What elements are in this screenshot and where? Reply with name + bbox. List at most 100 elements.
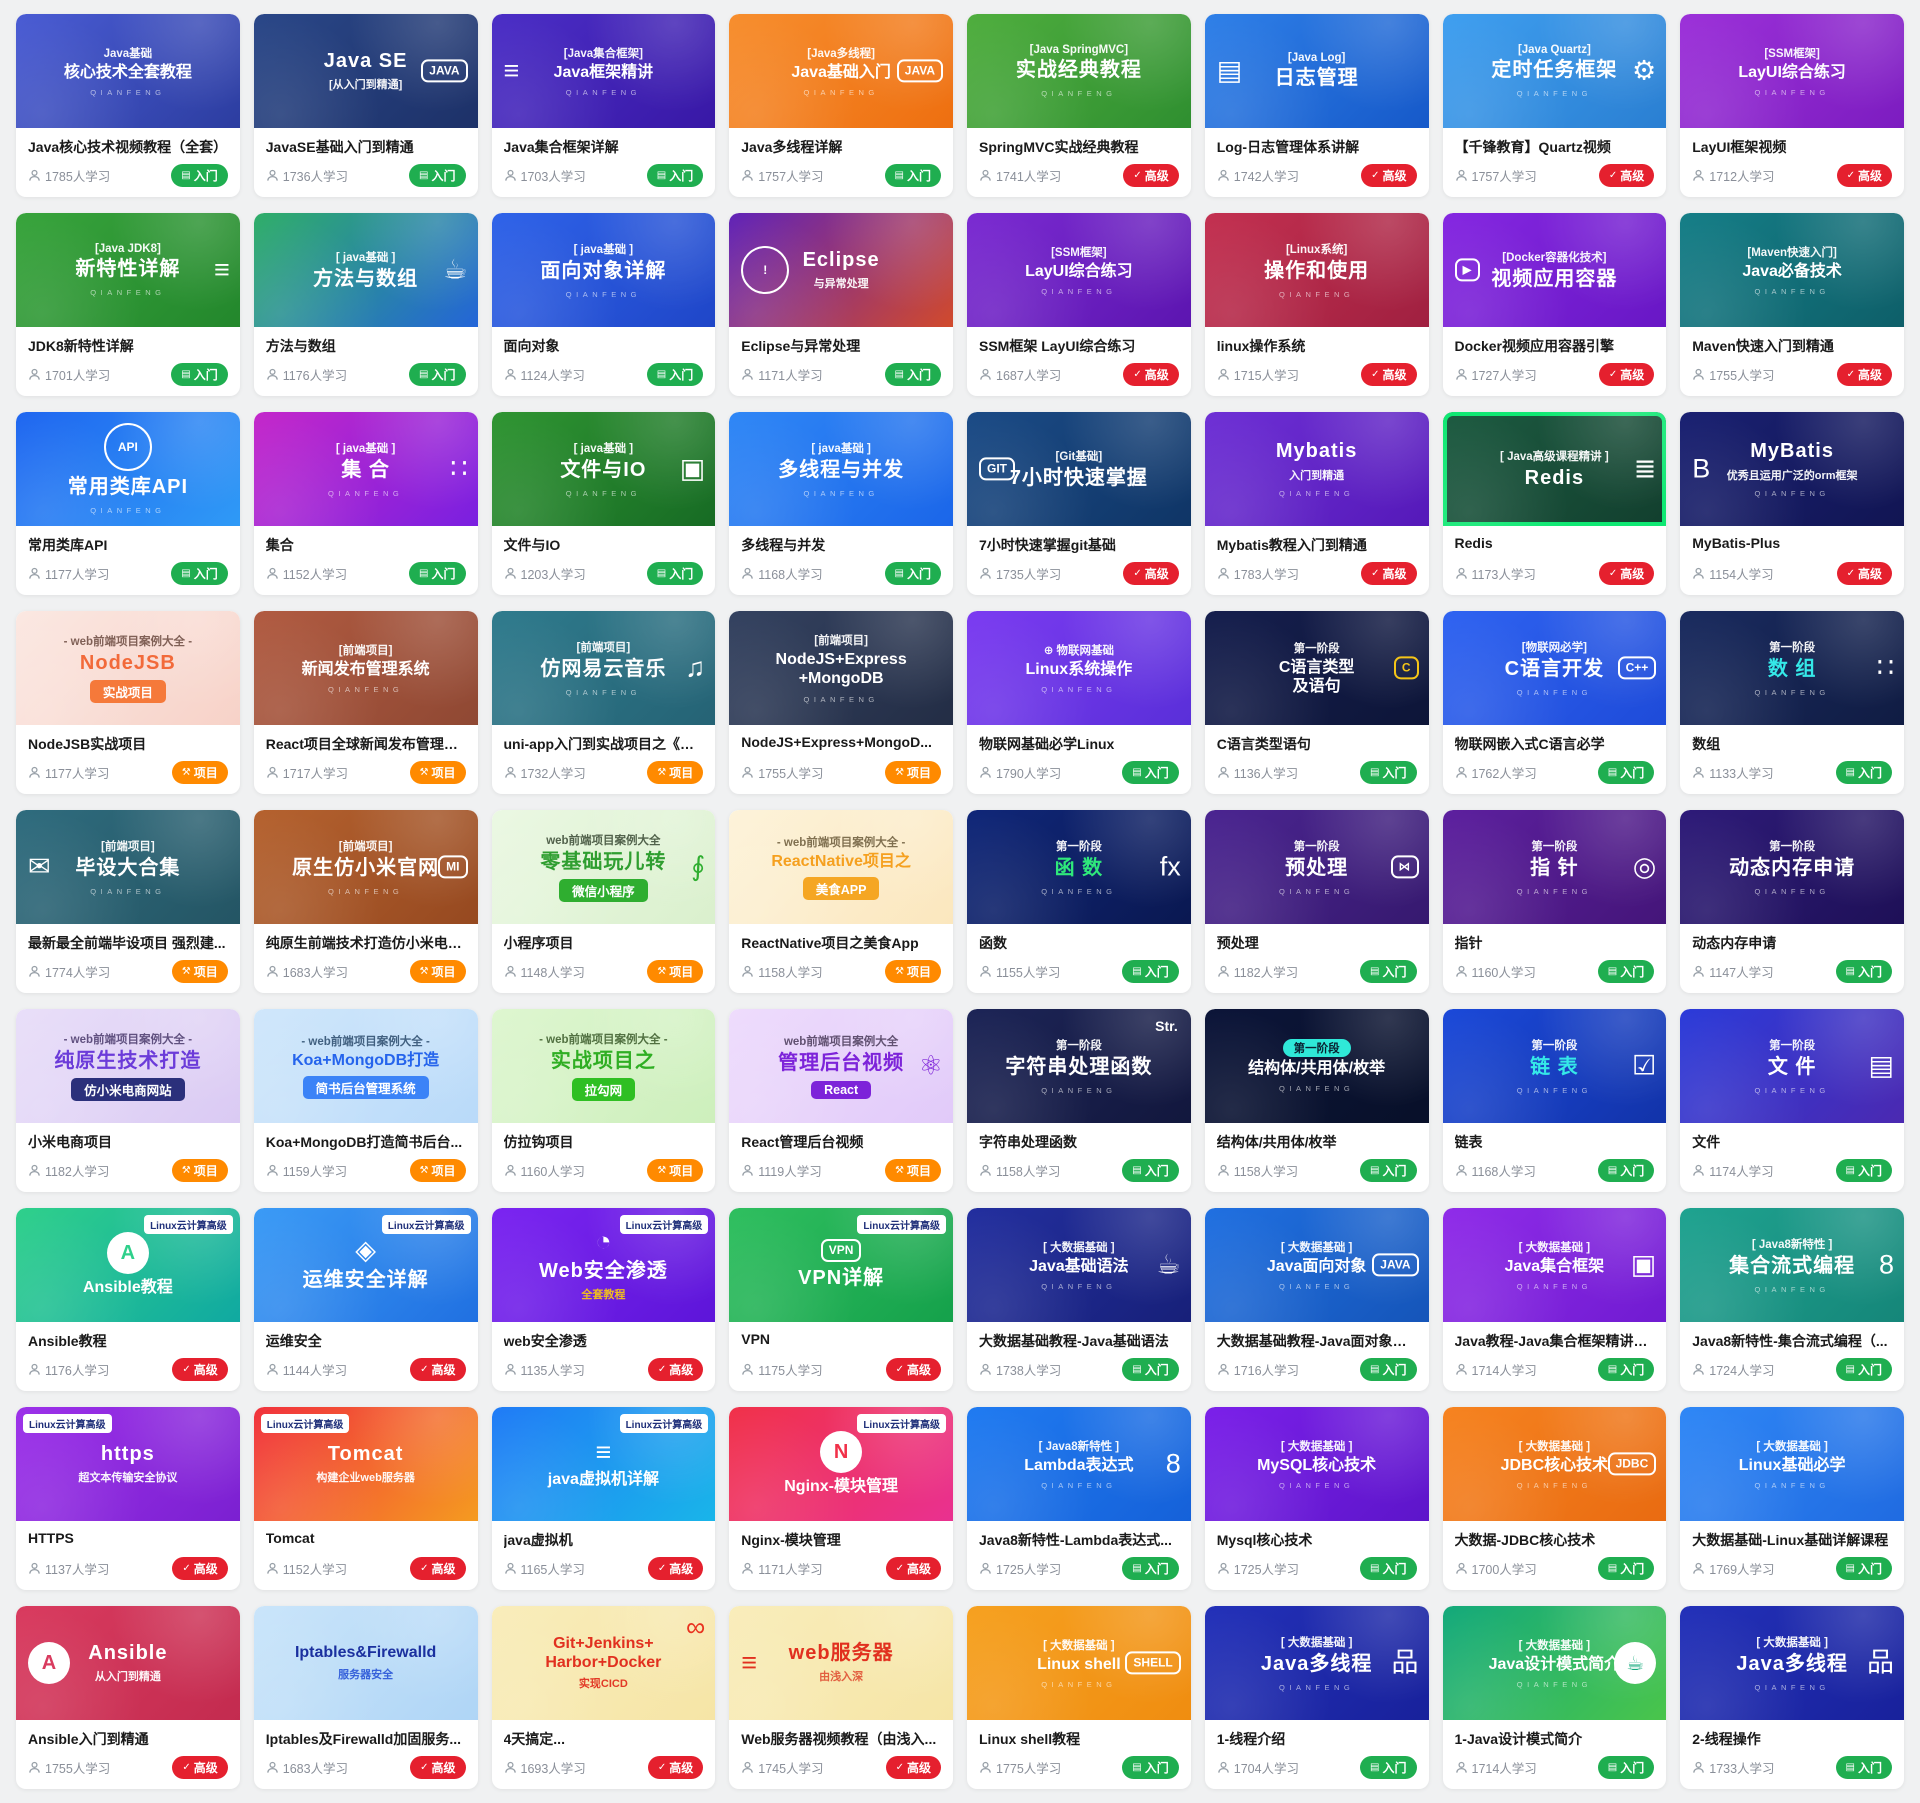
level-badge-text: 入门 bbox=[1857, 1363, 1882, 1377]
course-card[interactable]: - web前端项目案例大全 - Koa+MongoDB打造 简书后台管理系统 K… bbox=[253, 1009, 478, 1192]
course-card[interactable]: [ java基础 ] 面向对象详解 QIANFENG 面向对象 1124人学习 … bbox=[491, 213, 716, 396]
course-card[interactable]: [ 大数据基础 ] MySQL核心技术 QIANFENG Mysql核心技术 1… bbox=[1204, 1407, 1429, 1590]
level-badge: ▤ 入门 bbox=[1360, 1756, 1417, 1779]
level-badge-text: 高级 bbox=[669, 1562, 694, 1576]
course-thumbnail: [ 大数据基础 ] Linux基础必学 QIANFENG bbox=[1680, 1407, 1904, 1521]
course-card[interactable]: fx 第一阶段 函 数 QIANFENG 函数 1155人学习 bbox=[967, 810, 1191, 993]
level-badge-text: 项目 bbox=[906, 965, 931, 979]
course-card[interactable]: ◎ 第一阶段 指 针 QIANFENG 指针 1160人学习 bbox=[1442, 810, 1667, 993]
course-card[interactable]: ▶ [Docker容器化技术] 视频应用容器 Docker视频应用容器引擎 17… bbox=[1442, 213, 1667, 396]
student-count-text: 1175人学习 bbox=[758, 1364, 823, 1378]
person-icon bbox=[504, 368, 516, 380]
course-card[interactable]: Str. 第一阶段 字符串处理函数 QIANFENG 字符串处理函数 1158人… bbox=[967, 1009, 1191, 1192]
course-card[interactable]: 品 [ 大数据基础 ] Java多线程 QIANFENG 2-线程操作 1733… bbox=[1680, 1606, 1904, 1789]
course-card[interactable]: ☕ [ java基础 ] 方法与数组 方法与数组 1176人学习 bbox=[253, 213, 478, 396]
thumb-corner-tag: Linux云计算高级 bbox=[619, 1414, 709, 1433]
brand-text: QIANFENG bbox=[803, 488, 879, 498]
course-card[interactable]: [前端项目] 新闻发布管理系统 QIANFENG React项目全球新闻发布管理… bbox=[253, 611, 478, 794]
course-card[interactable]: ♫ [前端项目] 仿网易云音乐 QIANFENG uni-app入门到实战项目之… bbox=[491, 611, 716, 794]
course-card[interactable]: JAVA Java SE [从入门到精通] JavaSE基础入门到精通 1736… bbox=[253, 14, 478, 197]
thumb-tag: - web前端项目案例大全 - bbox=[63, 1033, 193, 1046]
course-thumbnail: [SSM框架] LayUI综合练习 QIANFENG bbox=[967, 213, 1191, 327]
course-card[interactable]: API 常用类库API QIANFENG 常用类库API 1177人学习 bbox=[16, 412, 240, 595]
course-card[interactable]: [SSM框架] LayUI综合练习 QIANFENG LayUI框架视频 171… bbox=[1680, 14, 1904, 197]
course-card[interactable]: ▤ [Java Log] 日志管理 Log-日志管理体系讲解 1742人学习 bbox=[1204, 14, 1429, 197]
course-card[interactable]: - web前端项目案例大全 - 实战项目之 拉勾网 仿拉钩项目 1160人学习 … bbox=[491, 1009, 716, 1192]
course-card[interactable]: Linux云计算高级 ≡ java虚拟机详解 java虚拟机 1165人学习 bbox=[491, 1407, 716, 1590]
course-card[interactable]: C++ [物联网必学] C语言开发 QIANFENG 物联网嵌入式C语言必学 1… bbox=[1442, 611, 1667, 794]
course-card[interactable]: 第一阶段 动态内存申请 QIANFENG 动态内存申请 1147人学习 ▤ bbox=[1680, 810, 1904, 993]
course-card[interactable]: 品 [ 大数据基础 ] Java多线程 QIANFENG 1-线程介绍 1704… bbox=[1204, 1606, 1429, 1789]
level-badge-text: 入门 bbox=[1620, 1562, 1645, 1576]
course-card[interactable]: ⚙ [Java Quartz] 定时任务框架 QIANFENG 【千锋教育】Qu… bbox=[1442, 14, 1667, 197]
course-title: 大数据-JDBC核心技术 bbox=[1454, 1532, 1596, 1548]
course-card[interactable]: ! Eclipse 与异常处理 Eclipse与异常处理 1171人学习 bbox=[729, 213, 953, 396]
course-title: 1-线程介绍 bbox=[1216, 1731, 1286, 1747]
student-count-text: 1727人学习 bbox=[1471, 369, 1537, 383]
list-icon: ≡ bbox=[213, 254, 230, 285]
course-card[interactable]: Java基础 核心技术全套教程 QIANFENG Java核心技术视频教程（全套… bbox=[16, 14, 240, 197]
course-card[interactable]: 8 [ Java8新特性 ] Lambda表达式 QIANFENG Java8新… bbox=[967, 1407, 1191, 1590]
course-card[interactable]: - web前端项目案例大全 - NodeJSB 实战项目 NodeJSB实战项目… bbox=[16, 611, 240, 794]
course-card[interactable]: 第一阶段 结构体/共用体/枚举 QIANFENG 结构体/共用体/枚举 1158… bbox=[1204, 1009, 1429, 1192]
level-badge-icon: ✓ bbox=[1846, 169, 1855, 181]
course-card[interactable]: JAVA [Java多线程] Java基础入门 QIANFENG Java多线程… bbox=[729, 14, 953, 197]
course-card[interactable]: JDBC [ 大数据基础 ] JDBC核心技术 QIANFENG 大数据-JDB… bbox=[1442, 1407, 1667, 1590]
brand-text: QIANFENG bbox=[1279, 1682, 1355, 1692]
course-card[interactable]: B MyBatis 优秀且运用广泛的orm框架 QIANFENG MyBatis… bbox=[1680, 412, 1904, 595]
course-card[interactable]: SHELL [ 大数据基础 ] Linux shell QIANFENG Lin… bbox=[967, 1606, 1191, 1789]
course-card[interactable]: ▣ [ 大数据基础 ] Java集合框架 QIANFENG Java教程-Jav… bbox=[1442, 1208, 1667, 1391]
course-card[interactable]: - web前端项目案例大全 - ReactNative项目之 美食APP Rea… bbox=[729, 810, 953, 993]
course-card[interactable]: MI [前端项目] 原生仿小米官网 QIANFENG 纯原生前端技术打造仿小米电… bbox=[253, 810, 478, 993]
course-card[interactable]: [ java基础 ] 多线程与并发 QIANFENG 多线程与并发 1168人学… bbox=[729, 412, 953, 595]
course-card[interactable]: ∷ 第一阶段 数 组 QIANFENG 数组 1133人学习 bbox=[1680, 611, 1904, 794]
course-card[interactable]: ∷ [ java基础 ] 集 合 QIANFENG 集合 1152人学习 bbox=[253, 412, 478, 595]
course-card[interactable]: ☑ 第一阶段 链 表 QIANFENG 链表 1168人学习 bbox=[1442, 1009, 1667, 1192]
course-card[interactable]: GIT [Git基础] 7小时快速掌握 7小时快速掌握git基础 1735人学习 bbox=[967, 412, 1191, 595]
course-card[interactable]: Mybatis 入门到精通 QIANFENG Mybatis教程入门到精通 17… bbox=[1204, 412, 1429, 595]
course-card[interactable]: ▤ 第一阶段 文 件 QIANFENG 文件 1174人学习 bbox=[1680, 1009, 1904, 1192]
course-card[interactable]: [SSM框架] LayUI综合练习 QIANFENG SSM框架 LayUI综合… bbox=[967, 213, 1191, 396]
student-count: 1742人学习 bbox=[1217, 166, 1299, 185]
course-card[interactable]: Linux云计算高级 ◔ Web安全渗透 全套教程 web安全渗透 1135人学… bbox=[491, 1208, 716, 1391]
course-card[interactable]: ≡ [Java集合框架] Java框架精讲 QIANFENG Java集合框架详… bbox=[491, 14, 716, 197]
course-card[interactable]: Linux云计算高级 https 超文本传输安全协议 HTTPS 1137人学习 bbox=[16, 1407, 240, 1590]
course-card[interactable]: Linux云计算高级 ◈ 运维安全详解 运维安全 1144人学习 bbox=[253, 1208, 478, 1391]
course-card[interactable]: Linux云计算高级 A Ansible教程 Ansible教程 1176人学习 bbox=[16, 1208, 240, 1391]
level-badge-text: 项目 bbox=[669, 965, 694, 979]
course-card[interactable]: C 第一阶段 C语言类型 及语句 C语言类型语句 1136人学习 bbox=[1204, 611, 1429, 794]
course-card[interactable]: ✉ [前端项目] 毕设大合集 QIANFENG 最新最全前端毕设项目 强烈建..… bbox=[16, 810, 240, 993]
course-card[interactable]: ∞ Git+Jenkins+ Harbor+Docker 实现CICD 4天搞定… bbox=[491, 1606, 716, 1789]
course-card[interactable]: [Java SpringMVC] 实战经典教程 QIANFENG SpringM… bbox=[967, 14, 1191, 197]
course-card[interactable]: [前端项目] NodeJS+Express +MongoDB QIANFENG … bbox=[729, 611, 953, 794]
course-card[interactable]: ⊕ 物联网基础 Linux系统操作 QIANFENG 物联网基础必学Linux … bbox=[967, 611, 1191, 794]
course-card[interactable]: ∮ web前端项目案例大全 零基础玩儿转 微信小程序 小程序项目 1148人学习 bbox=[491, 810, 716, 993]
course-card[interactable]: ☕ [ 大数据基础 ] Java设计模式简介 QIANFENG 1-Java设计… bbox=[1442, 1606, 1667, 1789]
course-card[interactable]: ⋈ 第一阶段 预处理 QIANFENG 预处理 1182人学习 bbox=[1204, 810, 1429, 993]
course-card[interactable]: ⚛ web前端项目案例大全 管理后台视频 React React管理后台视频 1… bbox=[729, 1009, 953, 1192]
course-card[interactable]: ≣ [ Java高级课程精讲 ] Redis Redis 1173人学习 bbox=[1442, 412, 1667, 595]
course-card[interactable]: [Linux系统] 操作和使用 QIANFENG linux操作系统 1715人… bbox=[1204, 213, 1429, 396]
course-card[interactable]: ▣ [ java基础 ] 文件与IO QIANFENG 文件与IO 1203人学… bbox=[491, 412, 716, 595]
course-card[interactable]: 8 [ Java8新特性 ] 集合流式编程 QIANFENG Java8新特性-… bbox=[1680, 1208, 1904, 1391]
course-card[interactable]: [ 大数据基础 ] Linux基础必学 QIANFENG 大数据基础-Linux… bbox=[1680, 1407, 1904, 1590]
course-card[interactable]: - web前端项目案例大全 - 纯原生技术打造 仿小米电商网站 小米电商项目 1… bbox=[16, 1009, 240, 1192]
course-card[interactable]: A Ansible 从入门到精通 Ansible入门到精通 1755人学习 bbox=[16, 1606, 240, 1789]
thumb-tag: [ 大数据基础 ] bbox=[1518, 1440, 1591, 1453]
course-card[interactable]: JAVA [ 大数据基础 ] Java面向对象 QIANFENG 大数据基础教程… bbox=[1204, 1208, 1429, 1391]
course-card[interactable]: Iptables&Firewalld 服务器安全 Iptables及Firewa… bbox=[253, 1606, 478, 1789]
course-thumbnail: ≡ [Java集合框架] Java框架精讲 QIANFENG bbox=[491, 14, 716, 128]
student-count-text: 1173人学习 bbox=[1471, 568, 1536, 582]
course-card[interactable]: ≡ [Java JDK8] 新特性详解 QIANFENG JDK8新特性详解 1… bbox=[16, 213, 240, 396]
student-count-text: 1716人学习 bbox=[1233, 1364, 1300, 1378]
course-card[interactable]: [Maven快速入门] Java必备技术 QIANFENG Maven快速入门到… bbox=[1680, 213, 1904, 396]
course-card[interactable]: ≡ web服务器 由浅入深 Web服务器视频教程（由浅入... 1745人学习 bbox=[729, 1606, 953, 1789]
course-card[interactable]: Linux云计算高级 N Nginx-模块管理 Nginx-模块管理 1171人… bbox=[729, 1407, 953, 1590]
course-thumbnail: ∷ 第一阶段 数 组 QIANFENG bbox=[1680, 611, 1904, 725]
course-title: 数组 bbox=[1692, 736, 1721, 752]
course-card[interactable]: Linux云计算高级 VPN VPN详解 VPN 1175人学习 bbox=[729, 1208, 953, 1391]
course-card[interactable]: Linux云计算高级 Tomcat 构建企业web服务器 Tomcat 1152… bbox=[253, 1407, 478, 1590]
person-icon bbox=[266, 1363, 278, 1375]
course-title: 1-Java设计模式简介 bbox=[1454, 1731, 1583, 1747]
course-card[interactable]: ☕ [ 大数据基础 ] Java基础语法 QIANFENG 大数据基础教程-Ja… bbox=[967, 1208, 1191, 1391]
